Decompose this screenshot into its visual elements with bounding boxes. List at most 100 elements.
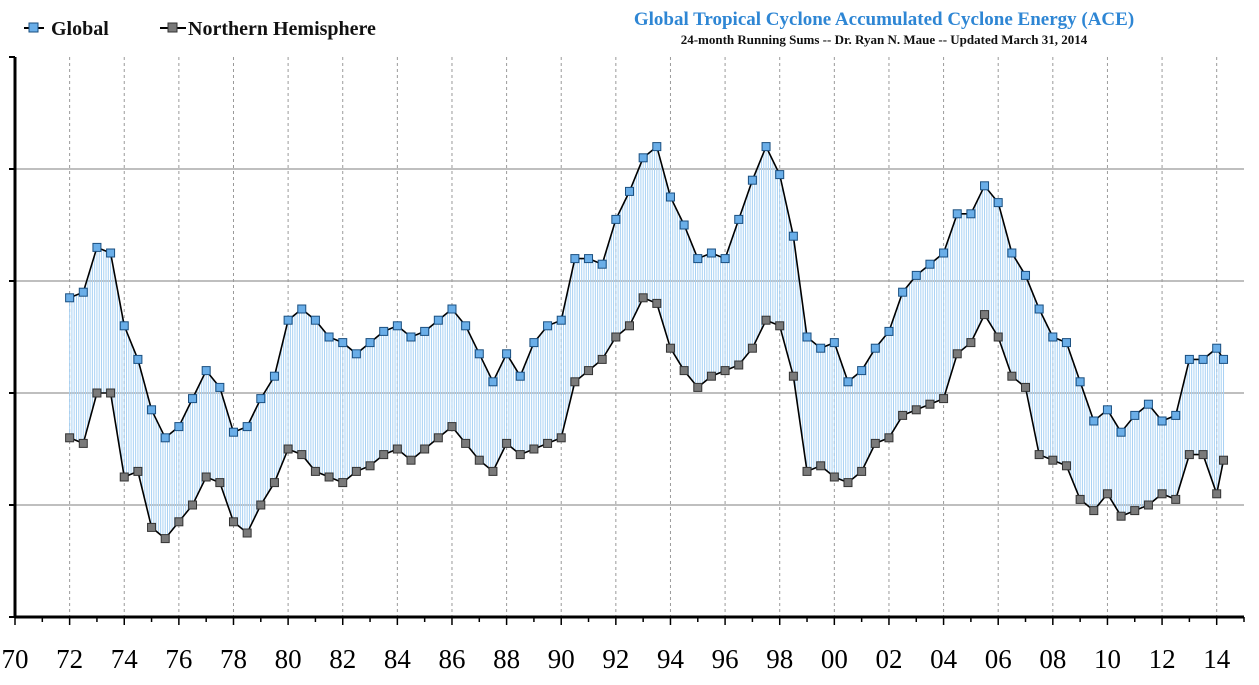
global-point: [1184, 354, 1194, 364]
nh-point: [1171, 494, 1181, 504]
nh-point: [420, 444, 430, 454]
global-point: [1007, 248, 1017, 258]
x-tick-label: 82: [329, 644, 356, 674]
global-point: [734, 214, 744, 224]
global-point: [351, 349, 361, 359]
nh-point: [720, 366, 730, 376]
nh-point: [529, 444, 539, 454]
nh-point: [857, 466, 867, 476]
global-point: [816, 343, 826, 353]
global-point: [242, 422, 252, 432]
global-point: [488, 377, 498, 387]
global-point: [310, 315, 320, 325]
x-tick-label: 74: [111, 644, 139, 674]
global-point: [1157, 416, 1167, 426]
nh-point: [843, 478, 853, 488]
global-point: [365, 338, 375, 348]
x-tick-label: 14: [1203, 644, 1231, 674]
nh-point: [911, 405, 921, 415]
global-point: [556, 315, 566, 325]
global-point: [693, 254, 703, 264]
global-point: [775, 170, 785, 180]
x-tick-label: 70: [2, 644, 29, 674]
nh-point: [1116, 511, 1126, 521]
x-tick-label: 92: [602, 644, 629, 674]
legend: Global Northern Hemisphere: [24, 18, 376, 40]
x-tick-label: 96: [712, 644, 739, 674]
nh-point: [952, 349, 962, 359]
x-tick-label: 04: [930, 644, 958, 674]
global-point: [829, 338, 839, 348]
nh-point: [1102, 489, 1112, 499]
legend-item-nh: Northern Hemisphere: [160, 18, 376, 40]
nh-point: [351, 466, 361, 476]
x-tick-label: 78: [220, 644, 247, 674]
nh-point: [1130, 506, 1140, 516]
global-point: [543, 321, 553, 331]
global-point: [611, 214, 621, 224]
global-point: [843, 377, 853, 387]
global-point: [1102, 405, 1112, 415]
global-point: [1130, 410, 1140, 420]
global-point: [625, 186, 634, 196]
global-point: [297, 304, 307, 314]
global-point: [884, 326, 894, 336]
global-point: [980, 181, 990, 191]
nh-point: [816, 461, 826, 471]
legend-item-global: Global: [24, 18, 109, 40]
nh-point: [1143, 500, 1153, 510]
global-point: [870, 343, 880, 353]
nh-point: [802, 466, 812, 476]
spread-fill-layer: [69, 146, 1225, 539]
nh-point: [283, 444, 293, 454]
global-point: [1089, 416, 1099, 426]
global-point: [92, 242, 102, 252]
global-point: [160, 433, 170, 443]
nh-point: [365, 461, 375, 471]
nh-point: [406, 455, 416, 465]
global-point: [269, 371, 279, 381]
x-tick-label: 86: [438, 644, 465, 674]
nh-point: [447, 422, 457, 432]
nh-point: [502, 438, 512, 448]
nh-point: [174, 517, 184, 527]
nh-point: [652, 298, 662, 308]
global-point: [597, 259, 607, 269]
global-point: [379, 326, 389, 336]
global-point: [1061, 338, 1071, 348]
chart-subtitle: 24-month Running Sums -- Dr. Ryan N. Mau…: [681, 32, 1088, 47]
nh-point: [1061, 461, 1071, 471]
global-point: [911, 270, 921, 280]
grid-layer: [15, 57, 1244, 617]
nh-point: [625, 321, 634, 331]
nh-point: [570, 377, 580, 387]
nh-point: [775, 321, 785, 331]
x-tick-label: 88: [493, 644, 520, 674]
x-tick-label: 80: [275, 644, 302, 674]
x-tick-label: 06: [985, 644, 1012, 674]
global-point: [529, 338, 539, 348]
x-tick-label: 72: [56, 644, 83, 674]
x-tick-label: 00: [821, 644, 848, 674]
nh-point: [269, 478, 279, 488]
global-point: [966, 209, 976, 219]
nh-point: [324, 472, 334, 482]
global-point: [761, 142, 771, 152]
nh-point: [788, 371, 798, 381]
nh-point: [1075, 494, 1085, 504]
global-point: [652, 142, 662, 152]
nh-point: [543, 438, 553, 448]
nh-point: [201, 472, 211, 482]
global-point: [1143, 399, 1153, 409]
x-tick-label: 84: [384, 644, 412, 674]
global-point: [665, 192, 675, 202]
nh-point: [939, 394, 949, 404]
global-point: [1116, 427, 1126, 437]
nh-point: [379, 450, 389, 460]
legend-global-marker: [28, 22, 39, 33]
global-point: [706, 248, 716, 258]
nh-point: [515, 450, 525, 460]
global-point: [324, 332, 334, 342]
nh-point: [898, 410, 908, 420]
global-point: [898, 287, 908, 297]
